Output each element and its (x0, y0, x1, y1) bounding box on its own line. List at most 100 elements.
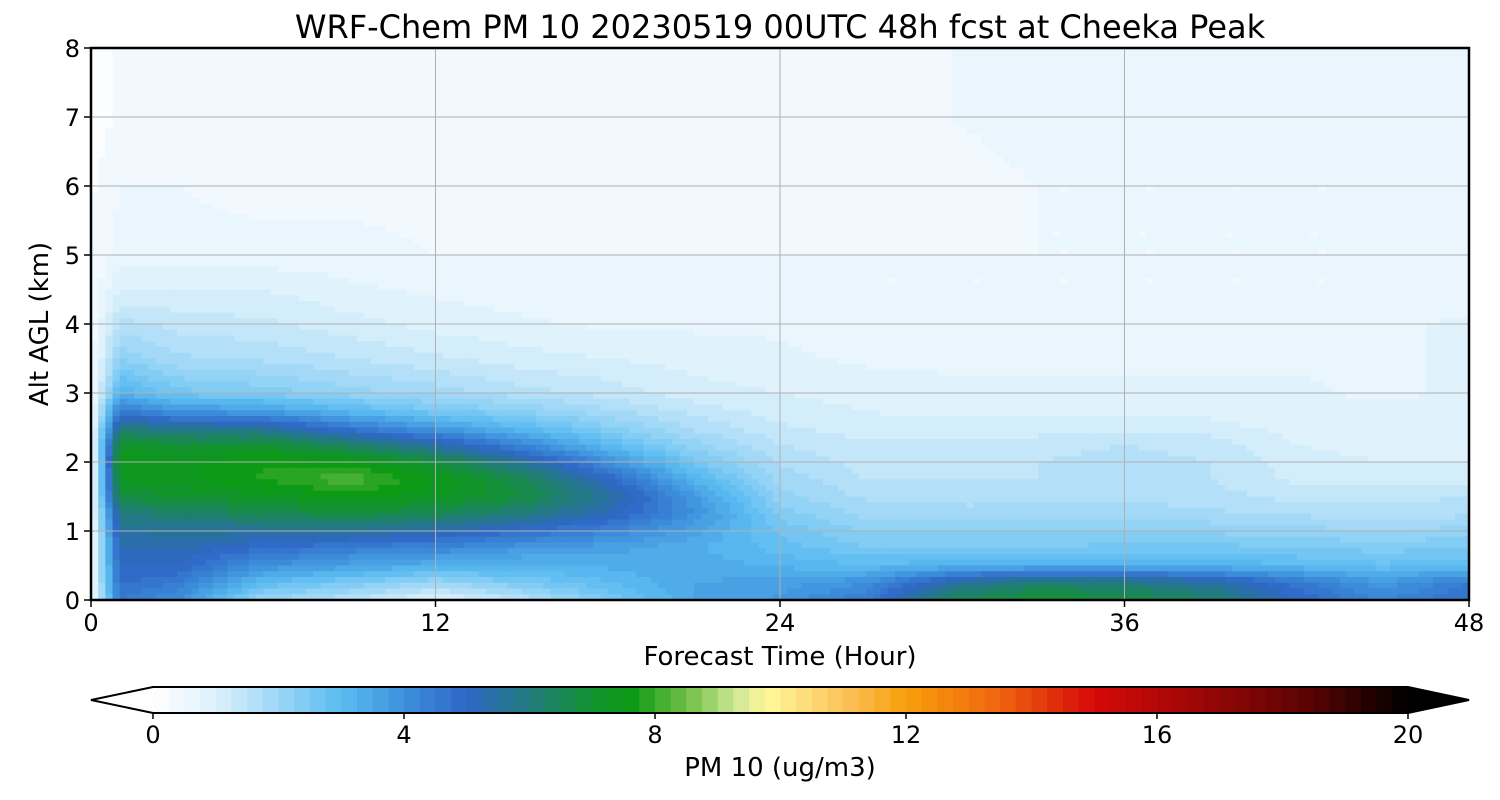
contour-cell (758, 76, 767, 84)
contour-cell (1102, 94, 1111, 101)
contour-cell (234, 191, 243, 199)
contour-cell (313, 174, 322, 181)
contour-cell (1433, 117, 1441, 124)
contour-cell (105, 71, 114, 78)
contour-cell (966, 53, 975, 61)
contour-cell (1210, 117, 1219, 124)
contour-cell (392, 128, 401, 135)
contour-cell (629, 105, 638, 112)
contour-cell (930, 128, 939, 135)
contour-cell (1224, 151, 1233, 158)
contour-cell (887, 134, 896, 141)
contour-cell (801, 180, 810, 187)
contour-cell (772, 94, 781, 101)
contour-cell (593, 163, 602, 170)
contour-cell (1067, 174, 1075, 181)
contour-cell (543, 105, 551, 112)
contour-cell (478, 105, 487, 112)
contour-cell (736, 76, 745, 84)
contour-cell (1189, 140, 1197, 147)
contour-cell (557, 53, 566, 61)
contour-cell (1275, 174, 1283, 181)
contour-cell (370, 140, 379, 147)
contour-cell (930, 94, 939, 101)
contour-cell (112, 168, 121, 176)
contour-cell (980, 105, 989, 112)
contour-cell (1368, 122, 1377, 130)
contour-cell (1095, 65, 1104, 72)
contour-cell (335, 163, 343, 170)
contour-cell (1268, 105, 1276, 112)
contour-cell (1117, 151, 1126, 158)
contour-cell (715, 105, 724, 112)
contour-cell (241, 71, 250, 78)
contour-cell (1074, 105, 1083, 112)
contour-cell (1210, 105, 1219, 112)
contour-cell (823, 186, 831, 193)
contour-cell (808, 111, 817, 118)
contour-cell (557, 59, 566, 66)
contour-cell (693, 145, 702, 153)
contour-cell (880, 122, 889, 130)
contour-cell (191, 157, 200, 164)
contour-cell (141, 71, 150, 78)
contour-cell (1189, 105, 1197, 112)
contour-cell (1361, 151, 1370, 158)
contour-cell (392, 174, 401, 181)
contour-cell (543, 48, 551, 55)
contour-cell (363, 122, 372, 130)
contour-cell (844, 59, 853, 66)
contour-cell (1418, 134, 1427, 141)
contour-cell (550, 59, 559, 66)
contour-cell (830, 117, 839, 124)
contour-cell (98, 59, 106, 66)
contour-cell (98, 122, 106, 130)
contour-cell (184, 111, 193, 118)
contour-cell (1253, 151, 1262, 158)
contour-cell (485, 180, 494, 187)
contour-cell (399, 71, 408, 78)
contour-cell (1196, 99, 1205, 107)
contour-cell (1239, 111, 1248, 118)
contour-cell (1138, 88, 1147, 95)
contour-cell (1447, 157, 1456, 164)
contour-cell (1440, 168, 1449, 176)
contour-cell (614, 180, 623, 187)
contour-cell (507, 174, 516, 181)
contour-cell (1153, 48, 1161, 55)
contour-cell (657, 168, 666, 176)
contour-cell (564, 111, 573, 118)
contour-cell (1088, 157, 1097, 164)
contour-cell (1038, 157, 1047, 164)
contour-cell (607, 105, 616, 112)
contour-cell (148, 174, 157, 181)
contour-cell (1425, 105, 1434, 112)
contour-cell (220, 145, 228, 153)
contour-cell (1088, 140, 1097, 147)
contour-cell (614, 191, 623, 199)
contour-cell (485, 122, 494, 130)
contour-cell (1174, 94, 1183, 101)
contour-cell (909, 122, 917, 130)
contour-cell (1454, 145, 1463, 153)
contour-cell (952, 168, 961, 176)
contour-cell (1117, 82, 1126, 89)
contour-cell (464, 140, 472, 147)
contour-cell (995, 117, 1004, 124)
contour-cell (851, 111, 860, 118)
contour-cell (1253, 76, 1262, 84)
contour-cell (1016, 191, 1025, 199)
contour-cell (866, 48, 874, 55)
contour-cell (155, 157, 164, 164)
contour-cell (1059, 151, 1068, 158)
contour-cell (830, 163, 839, 170)
contour-cell (1289, 117, 1298, 124)
contour-cell (873, 151, 882, 158)
contour-cell (930, 53, 939, 61)
contour-cell (478, 191, 487, 199)
contour-cell (672, 157, 681, 164)
contour-cell (607, 88, 616, 95)
contour-cell (844, 174, 853, 181)
contour-cell (220, 140, 228, 147)
contour-cell (1038, 140, 1047, 147)
